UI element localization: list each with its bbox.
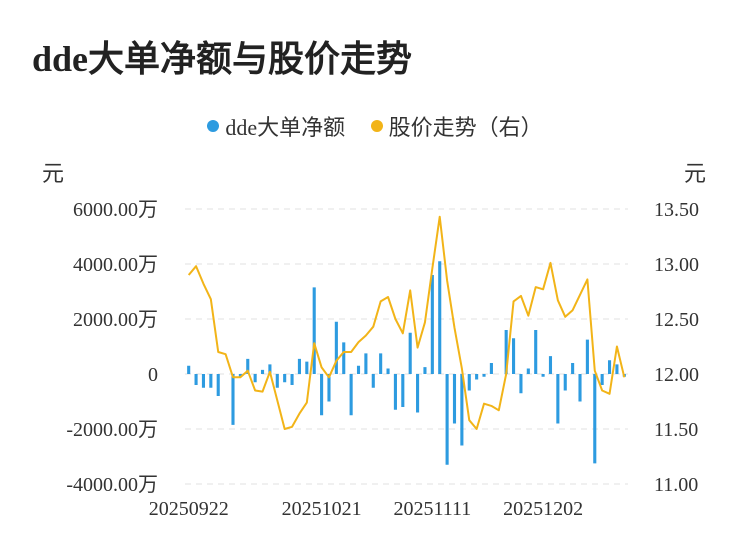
legend-label-dde: dde大单净额 [225,115,346,140]
dde-bar [593,374,597,464]
dde-bar [430,275,434,374]
dde-bar [534,330,538,374]
dde-bar [356,365,361,374]
dde-bar [268,364,272,374]
price-line [187,215,626,430]
dde-bar [548,356,553,374]
dde-bar [327,374,331,402]
left-axis-unit: 元 [42,161,65,186]
dde-bar [371,374,375,388]
dde-bar [423,367,427,374]
dde-bar [571,363,575,374]
right-tick-label: 13.50 [654,199,699,221]
right-axis-unit: 元 [684,161,707,186]
right-tick-label: 13.00 [654,254,699,276]
dde-bar [386,368,390,374]
dde-bar [194,374,198,385]
x-tick-label: 20250922 [149,498,229,520]
dde-bar [563,374,567,391]
legend-item-dde[interactable]: dde大单净额 [207,110,345,142]
legend-item-price[interactable]: 股价走势（右） [370,110,543,142]
dde-bar [275,374,279,388]
legend-dot-price [370,120,383,132]
dde-bar [238,374,242,377]
dde-bar [607,360,612,374]
dde-bar [334,321,338,374]
dde-bar [379,353,383,374]
right-tick-label: 12.00 [654,364,699,386]
dde-bar [512,338,516,374]
dde-bar [320,374,324,416]
dde-bar [253,374,257,383]
left-tick-label: -4000.00万 [66,474,158,496]
dde-bar [209,374,213,388]
dde-bar [482,374,486,377]
dde-bar [290,374,294,385]
left-tick-label: -2000.00万 [66,419,158,441]
dde-bar [201,374,206,388]
legend: dde大单净额 股价走势（右） [0,110,750,142]
dde-bar [305,361,309,374]
dde-bar [216,374,220,396]
dde-bar [475,374,479,380]
dde-bar [283,374,287,383]
x-tick-label: 20251111 [393,498,471,520]
dde-bar [231,374,235,425]
dde-bar [297,358,301,374]
dde-bar [438,261,442,374]
x-tick-label: 20251021 [282,498,362,520]
dde-bar [452,374,457,424]
dde-bar [408,332,412,374]
chart-title: dde大单净额与股价走势 [32,39,413,79]
right-tick-label: 11.50 [654,419,698,441]
dde-bar [467,374,471,391]
dde-bar [578,374,582,402]
left-tick-label: 6000.00万 [73,199,158,221]
dde-bar [489,363,493,374]
right-tick-label: 12.50 [654,309,699,331]
dde-bar [526,368,530,374]
dde-bar [342,342,346,374]
left-tick-label: 4000.00万 [73,254,158,276]
dde-bar [615,364,619,374]
dde-bar [541,374,545,377]
dde-bar [504,330,508,374]
legend-label-price: 股价走势（右） [388,115,543,140]
dde-bar [312,287,316,374]
x-tick-label: 20251202 [503,498,583,520]
dde-bar [460,374,464,446]
right-tick-label: 11.00 [654,474,698,496]
left-tick-label: 2000.00万 [73,309,158,331]
dde-bar [187,365,191,374]
dde-bar [585,339,589,374]
dde-bar [401,374,405,407]
dde-bar [519,374,523,394]
dde-bar [600,374,604,385]
dde-bar [556,374,560,424]
dde-bar [260,369,265,374]
dde-bar [445,374,449,465]
dde-bar [393,374,397,410]
dde-bar [246,358,250,374]
dde-bar [349,374,353,416]
dde-bar [416,374,420,413]
left-tick-label: 0 [148,364,158,386]
legend-dot-dde [207,120,220,132]
dde-bar [364,353,368,374]
